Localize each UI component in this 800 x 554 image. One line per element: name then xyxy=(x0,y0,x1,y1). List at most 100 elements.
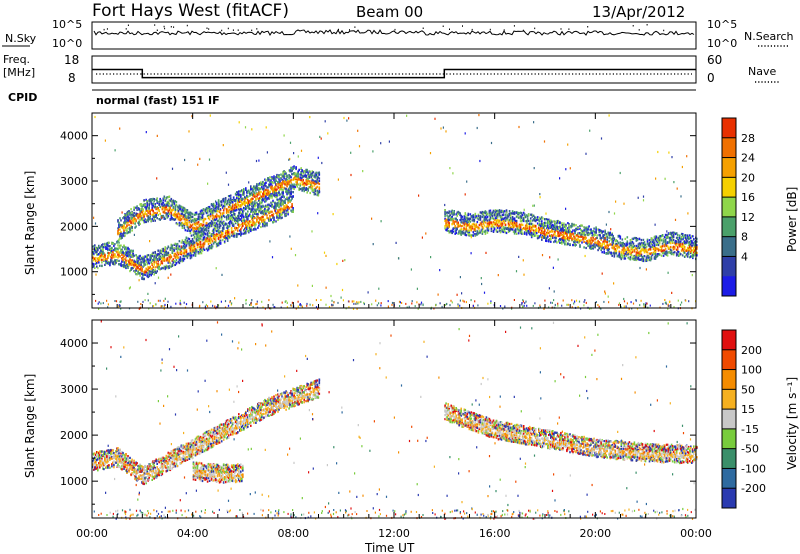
echo-cell xyxy=(140,272,142,275)
echo-cell xyxy=(590,228,592,231)
echo-cell xyxy=(131,211,133,214)
echo-cell xyxy=(234,228,237,231)
echo-cell xyxy=(240,218,242,221)
echo-cell xyxy=(494,217,497,220)
echo-cell xyxy=(140,261,142,264)
echo-cell xyxy=(504,219,507,222)
echo-cell xyxy=(283,195,285,198)
echo-cell xyxy=(215,209,218,213)
echo-cell xyxy=(306,187,308,190)
echo-cell xyxy=(599,242,601,245)
echo-cell xyxy=(118,255,120,258)
echo-cell xyxy=(149,259,151,262)
nsky-search-dot xyxy=(568,28,570,30)
echo-cell xyxy=(220,235,223,238)
echo-cell xyxy=(227,231,230,234)
echo-cell xyxy=(92,265,94,268)
echo-cell xyxy=(188,226,191,229)
echo-cell xyxy=(305,178,307,182)
echo-cell xyxy=(272,213,274,216)
echo-cell xyxy=(240,228,242,231)
echo-cell xyxy=(296,179,298,182)
echo-cell xyxy=(222,204,225,207)
echo-cell xyxy=(122,264,124,267)
nsky-search-dot xyxy=(338,28,339,31)
echo-cell xyxy=(142,213,144,216)
echo-cell xyxy=(162,206,165,209)
echo-cell xyxy=(286,196,288,199)
echo-cell xyxy=(242,210,244,213)
nsky-search-dot xyxy=(170,26,172,28)
echo-cell xyxy=(94,257,96,260)
echo-cell xyxy=(117,220,119,223)
echo-cell xyxy=(173,247,176,250)
echo-cell xyxy=(458,211,460,214)
echo-cell xyxy=(144,263,146,266)
echo-cell xyxy=(282,175,284,178)
echo-cell xyxy=(199,240,202,244)
echo-cell xyxy=(132,250,134,253)
echo-cell xyxy=(140,263,142,266)
echo-cell xyxy=(261,210,263,213)
echo-cell xyxy=(170,212,173,215)
echo-cell xyxy=(238,211,240,214)
echo-cell xyxy=(444,227,446,230)
echo-cell xyxy=(143,257,145,261)
echo-cell xyxy=(213,221,216,224)
echo-cell xyxy=(144,273,146,276)
echo-cell xyxy=(232,230,235,233)
beam-title: Beam 00 xyxy=(356,3,423,21)
echo-cell xyxy=(256,220,258,223)
echo-cell xyxy=(138,215,140,218)
echo-cell xyxy=(129,251,131,254)
echo-cell xyxy=(120,264,122,267)
echo-cell xyxy=(138,208,140,211)
echo-cell xyxy=(130,263,132,266)
echo-cell xyxy=(446,225,448,228)
echo-cell xyxy=(169,253,172,257)
echo-cell xyxy=(305,174,307,177)
echo-cell xyxy=(264,178,266,181)
echo-cell xyxy=(96,248,98,251)
echo-cell xyxy=(190,247,193,250)
echo-cell xyxy=(140,204,142,208)
echo-cell xyxy=(195,232,198,235)
echo-cell xyxy=(214,227,217,230)
echo-cell xyxy=(100,250,102,253)
echo-cell xyxy=(475,225,478,228)
echo-cell xyxy=(192,246,195,249)
echo-cell xyxy=(104,254,106,257)
echo-cell xyxy=(202,219,205,222)
echo-cell xyxy=(225,208,228,211)
echo-cell xyxy=(141,276,143,279)
echo-cell xyxy=(275,179,277,182)
echo-cell xyxy=(163,251,166,255)
echo-cell xyxy=(208,205,211,209)
echo-cell xyxy=(231,203,234,206)
echo-cell xyxy=(280,208,282,211)
echo-cell xyxy=(105,247,107,250)
echo-cell xyxy=(156,211,158,214)
echo-cell xyxy=(162,210,165,214)
echo-cell xyxy=(194,217,197,221)
echo-cell xyxy=(465,228,468,231)
echo-cell xyxy=(251,193,253,196)
echo-cell xyxy=(225,216,228,219)
echo-cell xyxy=(144,205,146,208)
echo-cell xyxy=(244,230,246,233)
echo-cell xyxy=(211,245,214,248)
echo-cell xyxy=(243,191,245,194)
echo-cell xyxy=(452,227,454,230)
echo-cell xyxy=(139,274,141,277)
echo-cell xyxy=(273,179,275,182)
echo-cell xyxy=(241,204,243,207)
echo-cell xyxy=(155,214,157,217)
echo-cell xyxy=(220,231,223,234)
echo-cell xyxy=(288,169,290,172)
echo-cell xyxy=(107,260,109,264)
echo-cell xyxy=(153,215,155,218)
echo-cell xyxy=(210,208,213,211)
echo-cell xyxy=(208,218,211,221)
echo-cell xyxy=(475,215,478,218)
echo-cell xyxy=(128,261,130,264)
